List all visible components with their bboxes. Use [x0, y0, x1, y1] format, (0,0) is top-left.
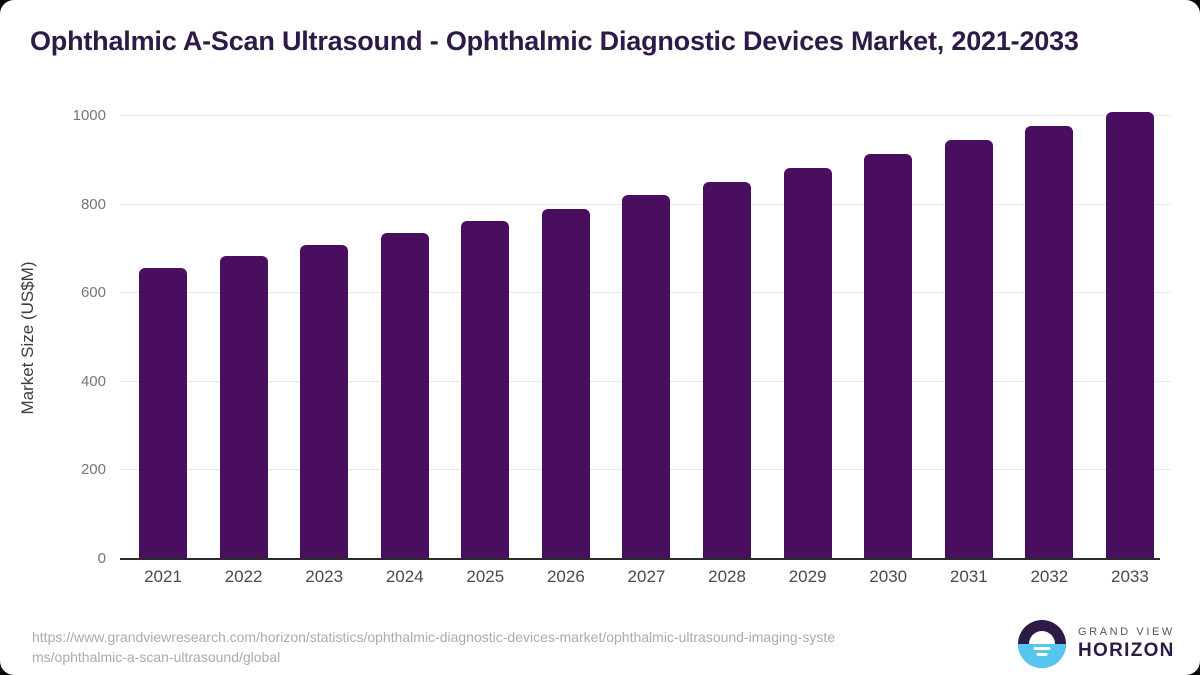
bar-2028[interactable]: [703, 182, 752, 559]
y-axis-ticks: 0 200 400 600 800 1000: [0, 107, 106, 567]
gridline-1000: [120, 115, 1171, 116]
x-axis-line: [120, 558, 1160, 560]
bar-2021[interactable]: [139, 267, 187, 559]
bar-2030[interactable]: [864, 154, 913, 559]
y-tick-label-400: 400: [80, 372, 106, 390]
x-tick-label-2026: 2026: [546, 567, 585, 586]
x-tick-label-2031: 2031: [949, 567, 988, 586]
logo-text-horizon: HORIZON: [1078, 640, 1175, 661]
bar-2022[interactable]: [219, 256, 268, 559]
horizon-reflection-line: [1033, 647, 1051, 650]
bar-2027[interactable]: [622, 195, 671, 559]
grandview-horizon-logo: GRAND VIEW HORIZON: [1018, 620, 1175, 668]
x-tick-label-2024: 2024: [385, 567, 424, 586]
bar-2024[interactable]: [380, 233, 429, 559]
bar-2029[interactable]: [783, 168, 832, 559]
bar-2031[interactable]: [944, 139, 993, 559]
horizon-sun-icon: [1018, 620, 1066, 668]
x-axis-labels: 2021 2022 2023 2024 2025 2026 2027 2028 2029 2030…: [139, 567, 1154, 587]
horizon-reflection-line: [1036, 653, 1048, 656]
x-tick-label-2023: 2023: [305, 567, 344, 586]
x-tick-label-2022: 2022: [224, 567, 263, 586]
y-tick-label-600: 600: [80, 284, 106, 302]
y-tick-label-1000: 1000: [72, 107, 106, 124]
bar-2025[interactable]: [461, 221, 510, 559]
y-tick-label-200: 200: [80, 461, 106, 479]
x-tick-label-2033: 2033: [1111, 567, 1149, 586]
y-tick-label-0: 0: [97, 550, 106, 567]
x-tick-label-2029: 2029: [788, 567, 827, 586]
x-tick-label-2021: 2021: [144, 567, 182, 586]
bar-2032[interactable]: [1025, 125, 1074, 559]
bar-2023[interactable]: [300, 245, 349, 559]
x-tick-label-2025: 2025: [466, 567, 505, 586]
bar-2033[interactable]: [1105, 111, 1154, 559]
bars-container: [139, 111, 1154, 559]
logo-text-grand-view: GRAND VIEW: [1078, 626, 1175, 638]
chart-title: Ophthalmic A-Scan Ultrasound - Ophthalmi…: [30, 26, 1079, 56]
bar-2026[interactable]: [541, 208, 590, 559]
y-tick-label-800: 800: [80, 195, 106, 213]
logo-text: GRAND VIEW HORIZON: [1078, 626, 1175, 662]
x-tick-label-2028: 2028: [708, 567, 746, 586]
x-tick-label-2032: 2032: [1030, 567, 1069, 586]
plot-area: [120, 111, 1171, 560]
horizon-sun-shape: [1029, 631, 1055, 644]
x-tick-label-2030: 2030: [869, 567, 908, 586]
x-tick-label-2027: 2027: [627, 567, 666, 586]
source-url: https://www.grandviewresearch.com/horizo…: [32, 629, 835, 666]
